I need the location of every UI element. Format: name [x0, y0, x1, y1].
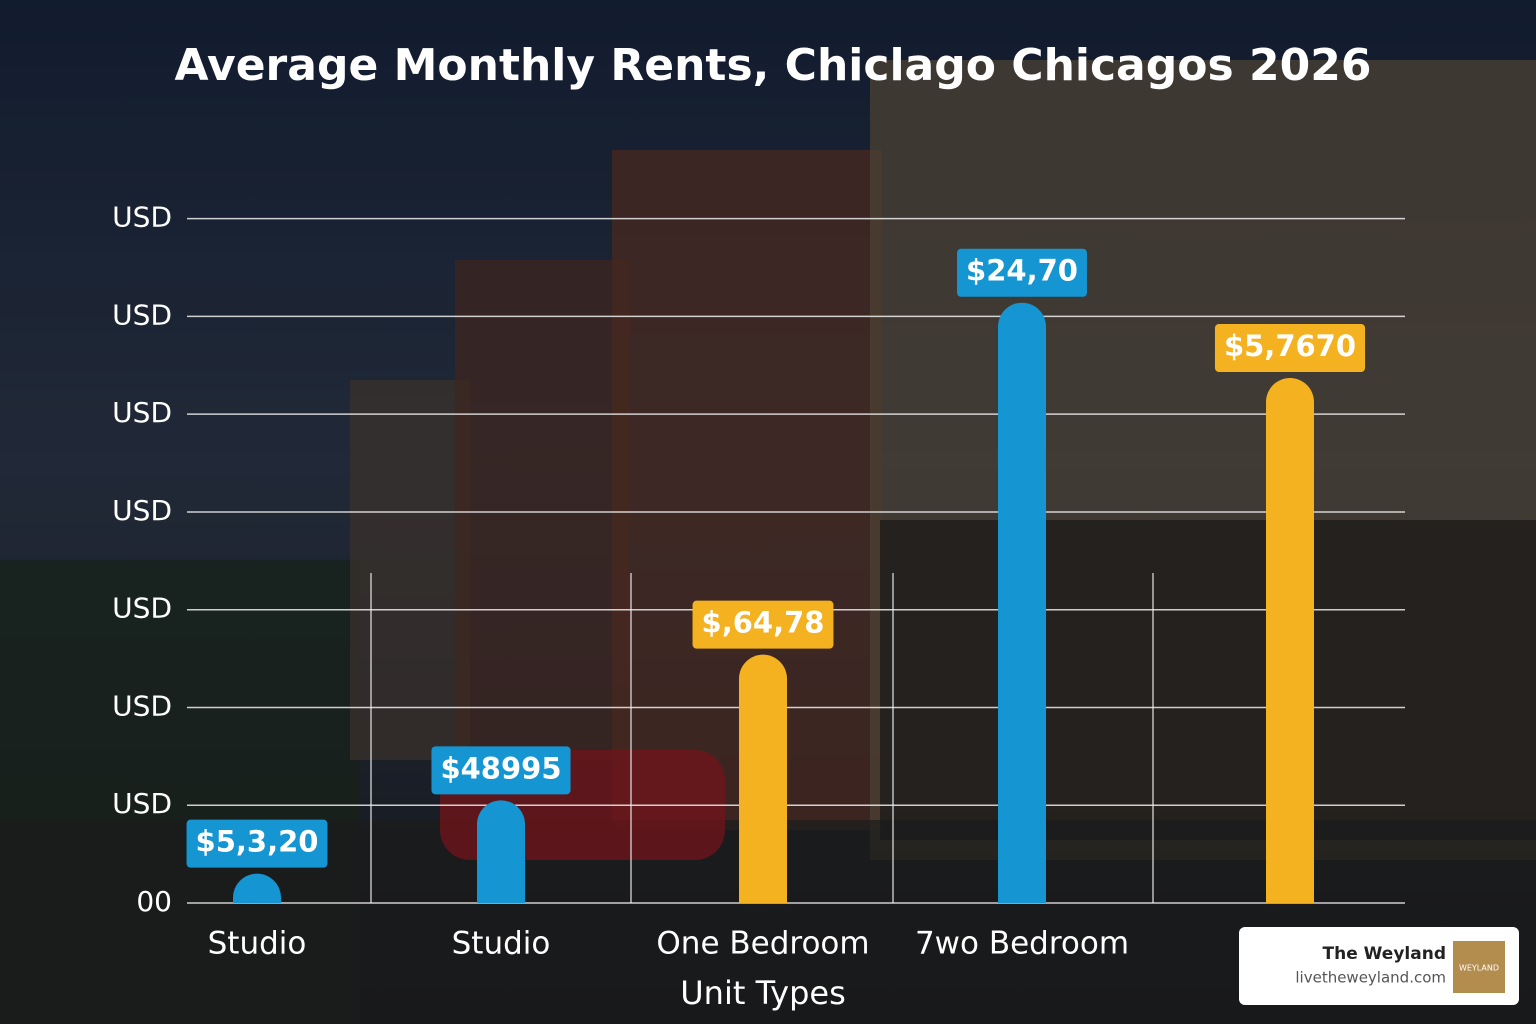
value-label: $5,7670: [1214, 324, 1366, 373]
value-label: $24,70: [957, 248, 1087, 297]
x-tick-label: One Bedroom: [656, 926, 869, 962]
bar: [477, 800, 525, 903]
bar: [998, 302, 1046, 903]
chart-title: Average Monthly Rents, Chiclago Chicagos…: [175, 40, 1372, 91]
y-tick-label: USD: [112, 201, 172, 234]
value-label: $5,3,20: [186, 819, 328, 868]
y-tick-label: 00: [136, 885, 172, 918]
y-tick-label: USD: [112, 689, 172, 722]
watermark-url: livetheweyland.com: [1295, 969, 1446, 987]
watermark-logo: [1453, 941, 1505, 993]
y-tick-label: USD: [112, 396, 172, 429]
bar: [1266, 378, 1314, 903]
x-axis-title: Unit Types: [680, 974, 845, 1012]
watermark: The Weyland livetheweyland.com WEYLAND: [1239, 927, 1519, 1005]
value-label-text: $5,7670: [1224, 329, 1356, 363]
value-label-text: $,64,78: [702, 606, 825, 640]
value-label-text: $5,3,20: [196, 825, 319, 859]
value-label-text: $24,70: [966, 254, 1078, 288]
value-label-box: [692, 600, 834, 649]
y-tick-label: USD: [112, 592, 172, 625]
x-tick-label: 7wo Bedroom: [915, 926, 1129, 962]
bar: [739, 654, 787, 903]
value-label-text: $48995: [440, 751, 561, 785]
value-label-box: [431, 746, 571, 795]
y-tick-label: USD: [112, 787, 172, 820]
y-tick-label: USD: [112, 298, 172, 331]
watermark-name: The Weyland: [1323, 944, 1446, 964]
value-label-box: [1214, 324, 1366, 373]
watermark-logo-text: WEYLAND: [1459, 964, 1499, 973]
y-tick-label: USD: [112, 494, 172, 527]
x-tick-label: Studio: [452, 926, 551, 962]
value-label-box: [957, 248, 1087, 297]
value-label-box: [186, 819, 328, 868]
x-tick-label: Studio: [208, 926, 307, 962]
bar: [233, 873, 281, 903]
value-label: $,64,78: [692, 600, 834, 649]
watermark-box: [1239, 927, 1519, 1005]
value-label: $48995: [431, 746, 571, 795]
